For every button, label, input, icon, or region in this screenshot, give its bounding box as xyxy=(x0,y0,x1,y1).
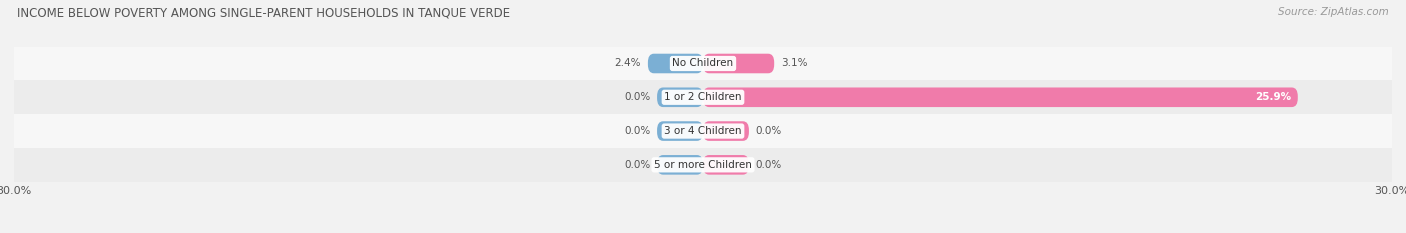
FancyBboxPatch shape xyxy=(648,54,703,73)
Text: 0.0%: 0.0% xyxy=(624,92,650,102)
FancyBboxPatch shape xyxy=(703,155,749,175)
Bar xyxy=(14,80,1392,114)
FancyBboxPatch shape xyxy=(703,121,749,141)
Text: 2.4%: 2.4% xyxy=(614,58,641,69)
Bar xyxy=(14,47,1392,80)
Text: 5 or more Children: 5 or more Children xyxy=(654,160,752,170)
FancyBboxPatch shape xyxy=(657,121,703,141)
FancyBboxPatch shape xyxy=(657,155,703,175)
Text: 0.0%: 0.0% xyxy=(624,160,650,170)
Text: 25.9%: 25.9% xyxy=(1254,92,1291,102)
Bar xyxy=(14,148,1392,182)
Text: INCOME BELOW POVERTY AMONG SINGLE-PARENT HOUSEHOLDS IN TANQUE VERDE: INCOME BELOW POVERTY AMONG SINGLE-PARENT… xyxy=(17,7,510,20)
Text: 0.0%: 0.0% xyxy=(756,160,782,170)
Text: 0.0%: 0.0% xyxy=(624,126,650,136)
Text: 3.1%: 3.1% xyxy=(782,58,807,69)
FancyBboxPatch shape xyxy=(703,54,775,73)
FancyBboxPatch shape xyxy=(703,87,1298,107)
Text: 0.0%: 0.0% xyxy=(756,126,782,136)
Text: No Children: No Children xyxy=(672,58,734,69)
Text: Source: ZipAtlas.com: Source: ZipAtlas.com xyxy=(1278,7,1389,17)
FancyBboxPatch shape xyxy=(657,87,703,107)
Text: 1 or 2 Children: 1 or 2 Children xyxy=(664,92,742,102)
Text: 3 or 4 Children: 3 or 4 Children xyxy=(664,126,742,136)
Bar xyxy=(14,114,1392,148)
